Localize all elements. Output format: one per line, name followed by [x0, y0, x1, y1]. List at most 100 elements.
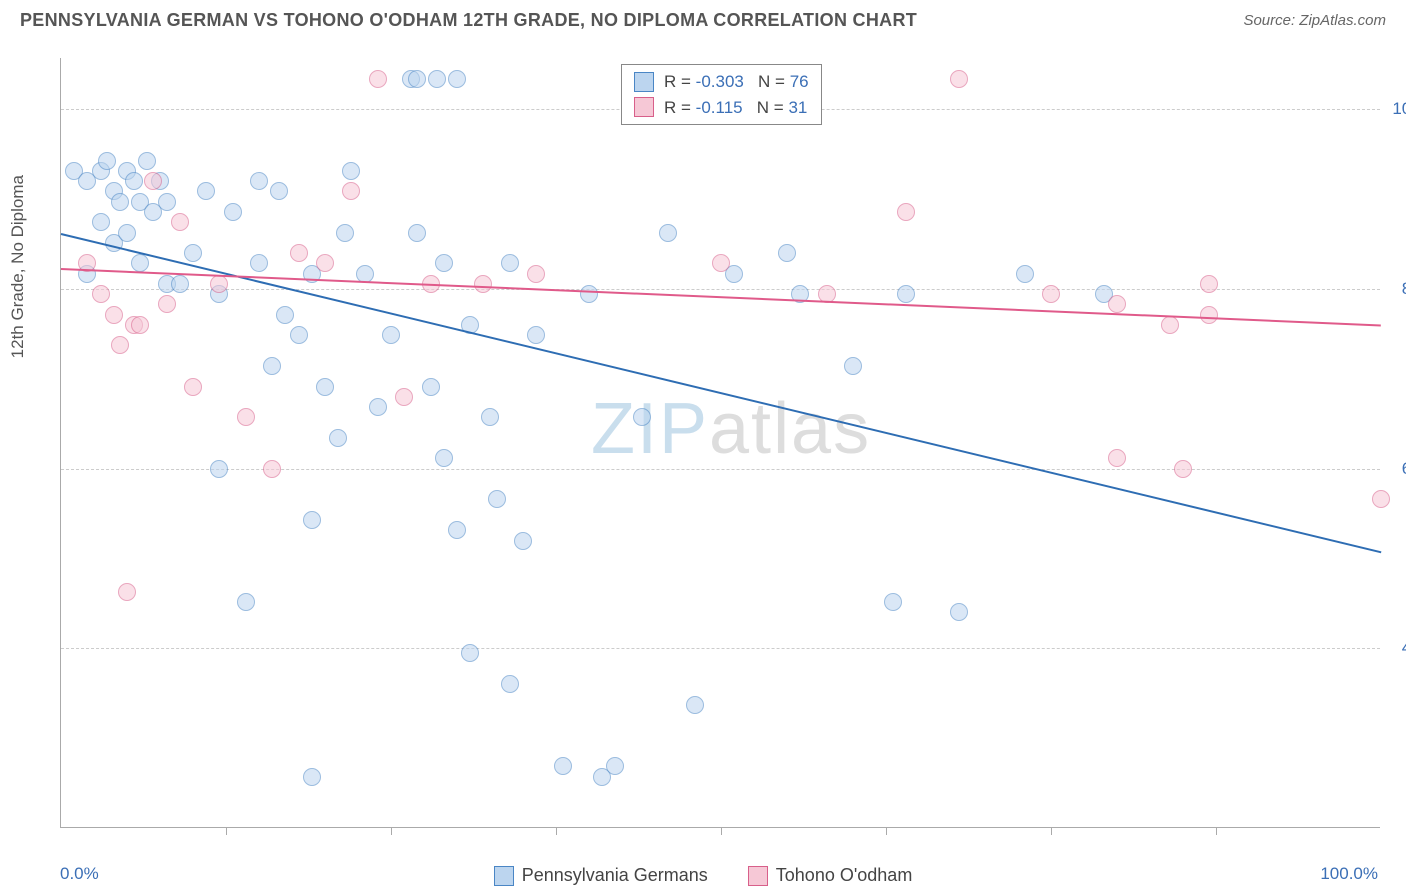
legend-swatch-icon	[494, 866, 514, 886]
data-point	[897, 285, 915, 303]
data-point	[250, 254, 268, 272]
data-point	[131, 316, 149, 334]
data-point	[237, 408, 255, 426]
data-point	[488, 490, 506, 508]
data-point	[712, 254, 730, 272]
x-tick	[391, 827, 392, 835]
data-point	[659, 224, 677, 242]
data-point	[263, 357, 281, 375]
legend-label: Pennsylvania Germans	[522, 865, 708, 886]
data-point	[263, 460, 281, 478]
data-point	[184, 244, 202, 262]
y-tick-label: 100.0%	[1390, 99, 1406, 119]
data-point	[369, 398, 387, 416]
stats-legend-box: R = -0.303 N = 76R = -0.115 N = 31	[621, 64, 822, 125]
data-point	[369, 70, 387, 88]
data-point	[481, 408, 499, 426]
data-point	[184, 378, 202, 396]
gridline-horizontal	[61, 289, 1380, 290]
x-tick	[886, 827, 887, 835]
data-point	[897, 203, 915, 221]
y-tick-label: 47.5%	[1390, 638, 1406, 658]
data-point	[224, 203, 242, 221]
data-point	[580, 285, 598, 303]
gridline-horizontal	[61, 648, 1380, 649]
data-point	[1016, 265, 1034, 283]
data-point	[428, 70, 446, 88]
legend-swatch-icon	[748, 866, 768, 886]
data-point	[98, 152, 116, 170]
data-point	[527, 265, 545, 283]
data-point	[950, 70, 968, 88]
y-tick-label: 65.0%	[1390, 459, 1406, 479]
chart-plot-area: ZIPatlas 47.5%65.0%82.5%100.0%R = -0.303…	[60, 58, 1380, 828]
x-tick	[1216, 827, 1217, 835]
data-point	[633, 408, 651, 426]
data-point	[1200, 275, 1218, 293]
y-axis-label: 12th Grade, No Diploma	[8, 175, 28, 358]
x-tick	[226, 827, 227, 835]
data-point	[501, 675, 519, 693]
data-point	[316, 378, 334, 396]
data-point	[606, 757, 624, 775]
data-point	[144, 172, 162, 190]
data-point	[92, 285, 110, 303]
x-tick	[556, 827, 557, 835]
data-point	[290, 326, 308, 344]
data-point	[1108, 295, 1126, 313]
watermark: ZIPatlas	[591, 388, 871, 470]
data-point	[111, 336, 129, 354]
data-point	[884, 593, 902, 611]
data-point	[270, 182, 288, 200]
data-point	[1174, 460, 1192, 478]
stats-swatch-icon	[634, 72, 654, 92]
data-point	[336, 224, 354, 242]
data-point	[171, 275, 189, 293]
stats-row: R = -0.115 N = 31	[634, 95, 809, 121]
data-point	[554, 757, 572, 775]
source-label: Source: ZipAtlas.com	[1243, 12, 1386, 29]
stats-text: R = -0.115 N = 31	[664, 95, 807, 121]
data-point	[118, 224, 136, 242]
data-point	[250, 172, 268, 190]
data-point	[342, 182, 360, 200]
legend-label: Tohono O'odham	[776, 865, 913, 886]
data-point	[138, 152, 156, 170]
data-point	[290, 244, 308, 262]
data-point	[382, 326, 400, 344]
legend-item-series-0: Pennsylvania Germans	[494, 865, 708, 886]
data-point	[303, 768, 321, 786]
stats-text: R = -0.303 N = 76	[664, 69, 809, 95]
data-point	[408, 70, 426, 88]
data-point	[92, 213, 110, 231]
data-point	[435, 449, 453, 467]
data-point	[210, 460, 228, 478]
stats-swatch-icon	[634, 97, 654, 117]
data-point	[435, 254, 453, 272]
data-point	[329, 429, 347, 447]
y-tick-label: 82.5%	[1390, 279, 1406, 299]
data-point	[778, 244, 796, 262]
data-point	[111, 193, 129, 211]
data-point	[171, 213, 189, 231]
data-point	[501, 254, 519, 272]
bottom-legend: Pennsylvania Germans Tohono O'odham	[0, 865, 1406, 886]
trend-line	[61, 233, 1381, 553]
data-point	[408, 224, 426, 242]
data-point	[125, 172, 143, 190]
data-point	[237, 593, 255, 611]
stats-row: R = -0.303 N = 76	[634, 69, 809, 95]
data-point	[422, 378, 440, 396]
data-point	[316, 254, 334, 272]
data-point	[1161, 316, 1179, 334]
data-point	[105, 306, 123, 324]
data-point	[448, 70, 466, 88]
chart-title: PENNSYLVANIA GERMAN VS TOHONO O'ODHAM 12…	[20, 10, 917, 31]
data-point	[197, 182, 215, 200]
data-point	[395, 388, 413, 406]
data-point	[210, 275, 228, 293]
data-point	[950, 603, 968, 621]
x-tick	[1051, 827, 1052, 835]
data-point	[514, 532, 532, 550]
data-point	[158, 295, 176, 313]
